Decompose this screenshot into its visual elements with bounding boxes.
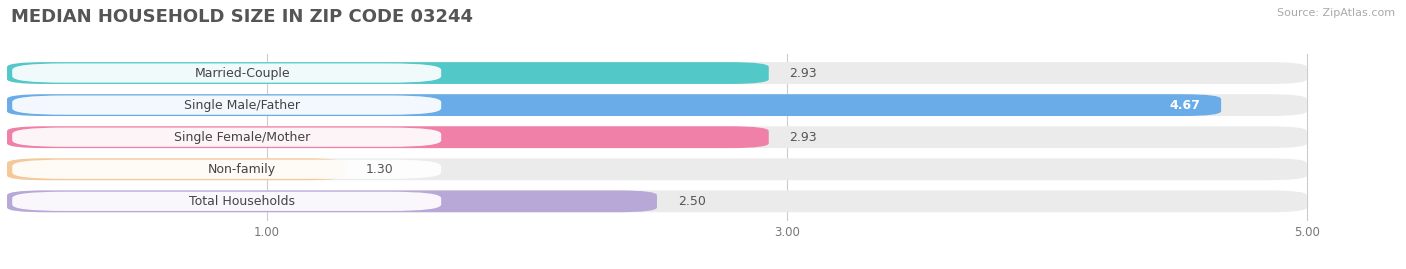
- FancyBboxPatch shape: [7, 94, 1222, 116]
- FancyBboxPatch shape: [7, 190, 657, 212]
- Text: Married-Couple: Married-Couple: [194, 66, 290, 80]
- FancyBboxPatch shape: [7, 126, 1308, 148]
- FancyBboxPatch shape: [13, 63, 441, 83]
- Text: Non-family: Non-family: [208, 163, 277, 176]
- Text: Single Male/Father: Single Male/Father: [184, 99, 301, 112]
- FancyBboxPatch shape: [13, 160, 441, 179]
- Text: 2.50: 2.50: [678, 195, 706, 208]
- Text: 2.93: 2.93: [790, 131, 817, 144]
- FancyBboxPatch shape: [7, 62, 1308, 84]
- FancyBboxPatch shape: [7, 158, 1308, 180]
- FancyBboxPatch shape: [13, 192, 441, 211]
- FancyBboxPatch shape: [7, 126, 769, 148]
- FancyBboxPatch shape: [13, 95, 441, 115]
- Text: Source: ZipAtlas.com: Source: ZipAtlas.com: [1277, 8, 1395, 18]
- Text: Total Households: Total Households: [190, 195, 295, 208]
- Text: 2.93: 2.93: [790, 66, 817, 80]
- Text: MEDIAN HOUSEHOLD SIZE IN ZIP CODE 03244: MEDIAN HOUSEHOLD SIZE IN ZIP CODE 03244: [11, 8, 474, 26]
- FancyBboxPatch shape: [7, 158, 344, 180]
- FancyBboxPatch shape: [13, 128, 441, 147]
- Text: Single Female/Mother: Single Female/Mother: [174, 131, 311, 144]
- FancyBboxPatch shape: [7, 62, 769, 84]
- FancyBboxPatch shape: [7, 94, 1308, 116]
- Text: 1.30: 1.30: [366, 163, 394, 176]
- Text: 4.67: 4.67: [1170, 99, 1201, 112]
- FancyBboxPatch shape: [7, 190, 1308, 212]
